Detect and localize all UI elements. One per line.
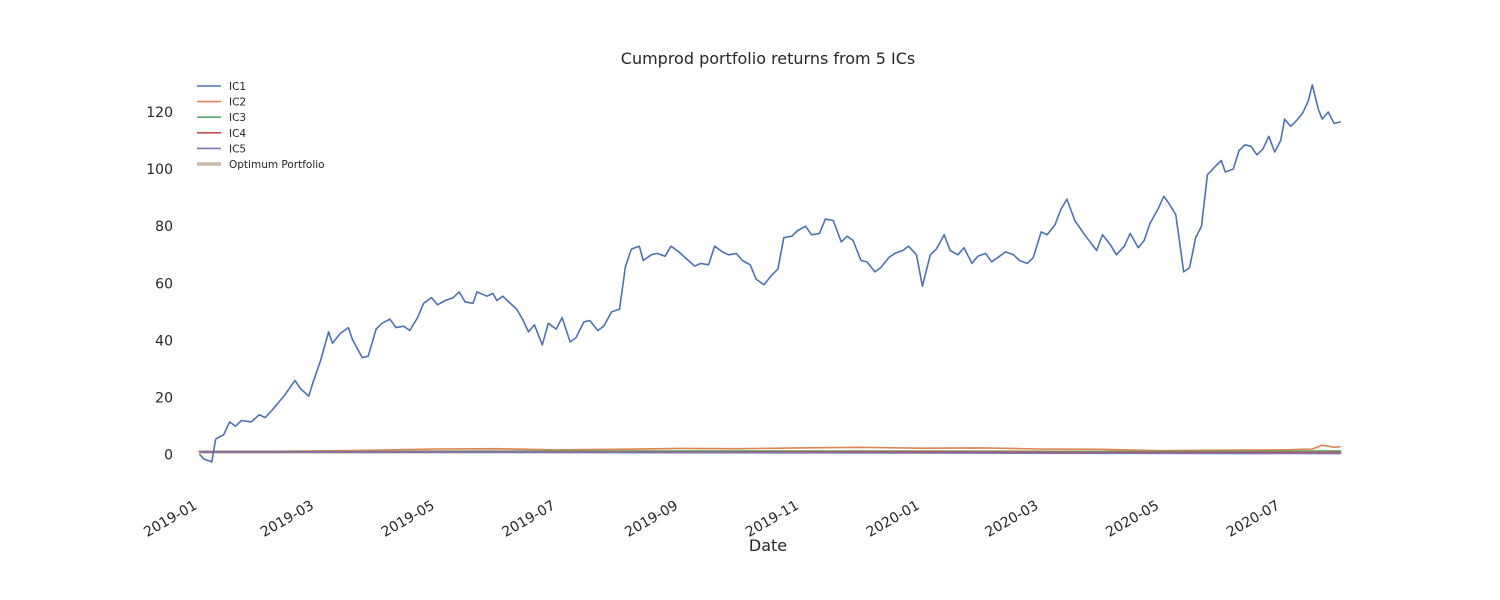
- series-line-ic1: [199, 84, 1341, 463]
- legend-label: IC3: [229, 112, 246, 124]
- legend-label: IC5: [229, 143, 246, 155]
- series-line-ic5: [199, 451, 1341, 455]
- y-tick-label: 80: [155, 219, 173, 235]
- series-lines: [198, 84, 1342, 463]
- legend-label: IC1: [229, 81, 246, 93]
- y-tick-label: 60: [155, 276, 173, 292]
- y-tick-label: 100: [146, 162, 173, 178]
- legend: IC1 IC2 IC3 IC4 IC5 Optimum Portfolio: [197, 81, 325, 171]
- y-tick-label: 20: [155, 391, 173, 407]
- legend-label: Optimum Portfolio: [229, 159, 325, 171]
- y-axis-ticks: 0 20 40 60 80 100 120: [146, 105, 173, 464]
- x-axis-label: Date: [749, 536, 787, 555]
- y-tick-label: 0: [164, 448, 173, 464]
- chart-title: Cumprod portfolio returns from 5 ICs: [621, 49, 915, 68]
- y-tick-label: 120: [146, 105, 173, 121]
- legend-label: IC4: [229, 128, 246, 140]
- y-tick-label: 40: [155, 333, 173, 349]
- legend-label: IC2: [229, 97, 246, 109]
- series-line-ic2: [199, 444, 1341, 453]
